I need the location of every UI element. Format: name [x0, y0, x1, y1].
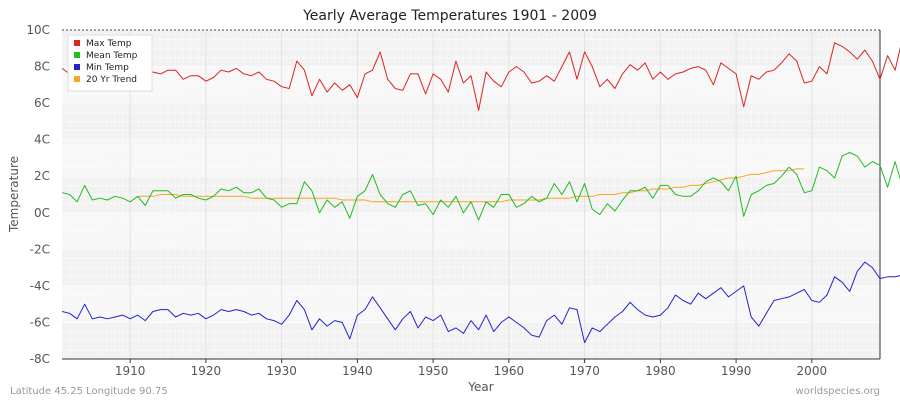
y-tick-label: 4C — [34, 133, 50, 147]
x-tick-label: 1910 — [115, 364, 146, 378]
x-tick-label: 1990 — [721, 364, 752, 378]
x-tick-label: 1980 — [645, 364, 676, 378]
legend-box — [67, 34, 153, 92]
x-tick-label: 1970 — [569, 364, 600, 378]
legend-label: Mean Temp — [86, 51, 138, 61]
footer-location: Latitude 45.25 Longitude 90.75 — [10, 386, 168, 397]
y-tick-label: -6C — [30, 315, 50, 329]
x-tick-label: 1930 — [266, 364, 297, 378]
x-tick-label: 1960 — [494, 364, 525, 378]
legend-swatch — [74, 40, 80, 46]
legend-label: Max Temp — [86, 39, 132, 49]
y-tick-label: -8C — [30, 352, 50, 366]
legend-label: Min Temp — [86, 63, 129, 73]
y-tick-label: -4C — [30, 279, 50, 293]
y-tick-labels: -8C -6C -4C -2C 0C 2C 4C 6C 8C 10C — [26, 23, 50, 366]
y-tick-label: 0C — [34, 206, 50, 220]
footer-source: worldspecies.org — [796, 386, 880, 397]
series-line-max-temp — [61, 42, 900, 111]
x-tick-label: 1920 — [191, 364, 222, 378]
x-axis-label: Year — [467, 380, 493, 394]
y-tick-label: 10C — [26, 23, 50, 37]
legend-swatch — [74, 52, 80, 58]
chart-title: Yearly Average Temperatures 1901 - 2009 — [302, 8, 597, 24]
x-tick-label: 2000 — [797, 364, 828, 378]
y-tick-label: -2C — [30, 242, 50, 256]
y-tick-label: 8C — [34, 60, 50, 74]
legend-label: 20 Yr Trend — [86, 75, 137, 85]
series-lines — [61, 42, 900, 344]
series-line-min-temp — [61, 261, 900, 344]
x-tick-labels: 1910 1920 1930 1940 1950 1960 1970 1980 1990 2000 — [115, 359, 827, 378]
x-tick-label: 1940 — [342, 364, 373, 378]
series-line-mean-temp — [61, 152, 900, 221]
y-tick-label: 6C — [34, 96, 50, 110]
legend-swatch — [74, 76, 80, 82]
legend: Max Temp Mean Temp Min Temp 20 Yr Trend — [67, 34, 153, 92]
legend-swatch — [74, 64, 80, 70]
y-axis-label: Temperature — [7, 156, 21, 233]
x-tick-label: 1950 — [418, 364, 449, 378]
y-tick-label: 2C — [34, 169, 50, 183]
